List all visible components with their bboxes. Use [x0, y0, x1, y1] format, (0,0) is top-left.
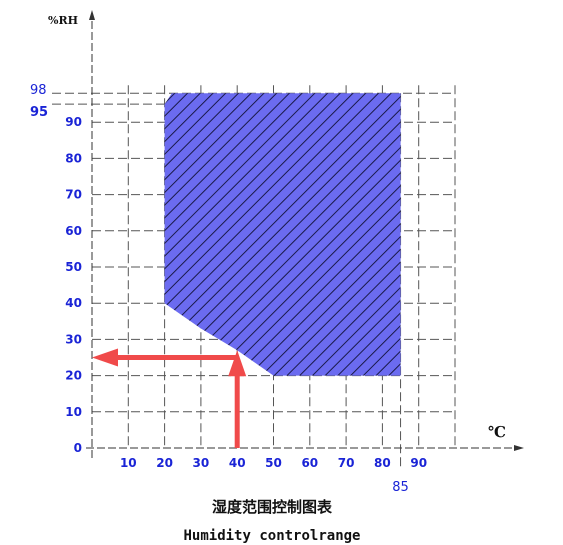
red-arrow-2: [92, 348, 238, 367]
axes: [86, 10, 524, 458]
y-tick-0: 0: [74, 441, 82, 455]
x-tick-60: 60: [301, 456, 318, 470]
chart-title: 湿度范围控制图表: [212, 498, 333, 516]
x-tick-80: 80: [374, 456, 391, 470]
x-tick-20: 20: [156, 456, 173, 470]
x-tick-40: 40: [229, 456, 246, 470]
y-tick-90: 90: [65, 115, 82, 129]
control-region: [164, 93, 401, 376]
x-tick-30: 30: [193, 456, 210, 470]
y-axis-label: %RH: [48, 14, 78, 27]
y-tick-40: 40: [65, 296, 82, 310]
x-tick-10: 10: [120, 456, 137, 470]
x-axis-arrowhead: [514, 445, 524, 451]
x-axis-unit-label: ℃: [488, 423, 506, 441]
y-tick-80: 80: [65, 151, 82, 165]
y-tick-60: 60: [65, 224, 82, 238]
x-tick-90: 90: [410, 456, 427, 470]
arrows-layer: [92, 348, 247, 448]
x-tick-50: 50: [265, 456, 282, 470]
control-region-layer: [164, 93, 401, 376]
y-axis-arrowhead: [89, 10, 95, 20]
y-tick-20: 20: [65, 369, 82, 383]
y-tick-70: 70: [65, 188, 82, 202]
y-tick-50: 50: [65, 260, 82, 274]
y-tick-98: 98: [30, 83, 47, 98]
x-tick-85: 85: [392, 480, 409, 495]
y-tick-95: 95: [30, 105, 48, 120]
y-tick-10: 10: [65, 405, 82, 419]
chart-subtitle: Humidity controlrange: [183, 528, 360, 544]
x-tick-70: 70: [338, 456, 355, 470]
y-tick-30: 30: [65, 332, 82, 346]
red-arrow-1: [228, 350, 247, 448]
